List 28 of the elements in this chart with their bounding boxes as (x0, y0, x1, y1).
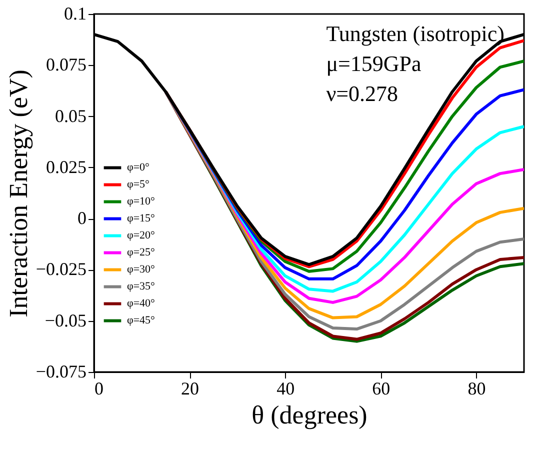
x-tick-label: 60 (372, 378, 390, 398)
legend-label: φ=25° (127, 246, 155, 259)
x-tick-label: 0 (94, 378, 104, 398)
legend-label: φ=45° (127, 314, 155, 327)
x-tick-label: 80 (468, 378, 486, 398)
x-tick-label: 20 (181, 378, 200, 398)
y-tick-label: −0.075 (36, 362, 86, 382)
annotation: ν=0.278 (326, 81, 398, 106)
legend-label: φ=5° (127, 178, 150, 191)
y-tick-label: 0.05 (55, 106, 86, 126)
y-tick-label: 0.1 (64, 4, 86, 24)
legend-label: φ=20° (127, 230, 155, 242)
y-tick-label: −0.05 (44, 310, 86, 330)
legend-label: φ=35° (127, 280, 155, 293)
y-tick-label: 0.075 (46, 54, 86, 75)
x-axis-title: θ (degrees) (252, 400, 368, 430)
legend-label: φ=0° (127, 162, 150, 174)
x-tick-label: 40 (276, 378, 295, 398)
annotation: Tungsten (isotropic) (326, 21, 504, 46)
annotation: μ=159GPa (326, 51, 422, 76)
legend-label: φ=15° (127, 212, 155, 225)
y-tick-label: −0.025 (36, 259, 86, 280)
y-tick-label: 0.025 (46, 156, 86, 177)
legend-label: φ=10° (127, 196, 155, 208)
legend-label: φ=40° (127, 298, 155, 310)
legend-label: φ=30° (127, 264, 155, 276)
y-axis-title: Interaction Energy (eV) (4, 70, 33, 318)
y-tick-label: 0 (78, 208, 86, 228)
